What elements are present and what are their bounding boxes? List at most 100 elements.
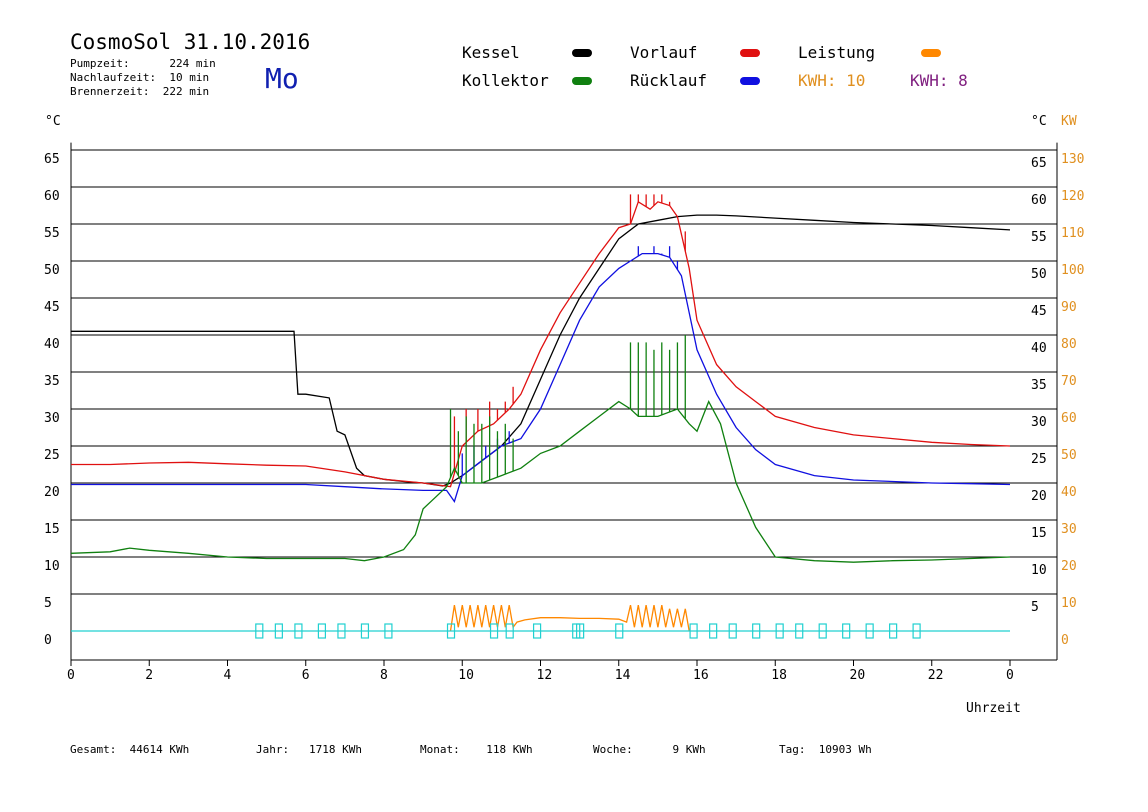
- y-tick-right-kw: 0: [1061, 633, 1069, 648]
- pump-marker: [889, 623, 898, 639]
- pump-marker: [384, 623, 393, 639]
- x-tick-label: 8: [380, 668, 388, 683]
- legend-swatch-kollektor: [572, 77, 592, 85]
- y-tick-right-c: 45: [1031, 304, 1047, 319]
- footer-gesamt: Gesamt: 44614 KWh: [70, 743, 190, 756]
- pump-marker: [255, 623, 264, 639]
- legend-label-vorlauf: Vorlauf: [630, 43, 698, 62]
- y-tick-right-kw: 60: [1061, 411, 1077, 426]
- y-tick-left: 45: [44, 300, 60, 315]
- y-tick-left: 40: [44, 337, 60, 352]
- legend-swatch-vorlauf: [740, 49, 760, 57]
- series-line-rcklauf: [71, 252, 1011, 503]
- info-brennerzeit: Brennerzeit: 222 min: [70, 85, 210, 98]
- y-tick-right-kw: 70: [1061, 374, 1077, 389]
- series-line-vorlauf: [71, 200, 1011, 488]
- legend-label-kessel: Kessel: [462, 43, 520, 62]
- x-tick-label: 20: [850, 668, 866, 683]
- pump-marker: [360, 623, 370, 639]
- series-line-kollektor: [70, 400, 1011, 563]
- series-line-leistung: [449, 604, 690, 632]
- y-tick-right-kw: 90: [1061, 300, 1077, 315]
- y-tick-right-c: 30: [1031, 415, 1047, 430]
- legend-label-kollektor: Kollektor: [462, 71, 549, 90]
- pump-marker: [446, 623, 456, 639]
- pump-marker: [912, 623, 921, 639]
- y-tick-right-kw: 110: [1061, 226, 1084, 241]
- pump-marker: [865, 623, 874, 639]
- y-tick-right-c: 40: [1031, 341, 1047, 356]
- x-tick-label: 22: [928, 668, 944, 683]
- y-tick-right-c: 10: [1031, 563, 1047, 578]
- x-tick-label: 0: [1006, 668, 1014, 683]
- y-tick-left: 55: [44, 226, 60, 241]
- y-tick-right-c: 65: [1031, 156, 1047, 171]
- pump-marker: [689, 623, 698, 639]
- x-tick-label: 18: [771, 668, 787, 683]
- y-tick-right-kw: 50: [1061, 448, 1077, 463]
- legend-swatch-ruecklauf: [740, 77, 760, 85]
- y-tick-right-kw: 120: [1061, 189, 1084, 204]
- y-tick-right-kw: 40: [1061, 485, 1077, 500]
- footer-monat: Monat: 118 KWh: [420, 743, 533, 756]
- x-tick-label: 12: [537, 668, 553, 683]
- x-tick-label: 6: [302, 668, 310, 683]
- y-tick-left: 35: [44, 374, 60, 389]
- y-tick-right-c: 25: [1031, 452, 1047, 467]
- y-tick-left: 50: [44, 263, 60, 278]
- y-tick-left: 15: [44, 522, 60, 537]
- y-tick-right-c: 55: [1031, 230, 1047, 245]
- pump-marker: [818, 623, 827, 639]
- pump-marker: [317, 623, 326, 639]
- y-tick-right-c: 15: [1031, 526, 1047, 541]
- pump-marker: [752, 623, 761, 639]
- chart-title: CosmoSol 31.10.2016: [70, 30, 311, 54]
- y-tick-right-kw: 80: [1061, 337, 1077, 352]
- kwh-vorlauf-label: KWH: 10: [798, 71, 866, 90]
- y-tick-right-kw: 20: [1061, 559, 1077, 574]
- x-tick-label: 4: [224, 668, 232, 683]
- x-tick-label: 0: [67, 668, 75, 683]
- pump-marker: [728, 623, 737, 639]
- y-tick-right-kw: 10: [1061, 596, 1077, 611]
- x-tick-label: 2: [145, 668, 153, 683]
- x-tick-label: 16: [693, 668, 709, 683]
- x-tick-label: 10: [458, 668, 474, 683]
- legend-swatch-kessel: [572, 49, 592, 57]
- y-tick-left: 60: [44, 189, 60, 204]
- footer-tag: Tag: 10903 Wh: [779, 743, 872, 756]
- x-axis-label: Uhrzeit: [966, 701, 1021, 716]
- weekday-label: Mo: [265, 62, 299, 95]
- right-axis-unit: °C: [1031, 114, 1047, 129]
- pump-marker: [532, 623, 542, 639]
- y-tick-left: 20: [44, 485, 60, 500]
- y-tick-right-c: 20: [1031, 489, 1047, 504]
- pump-marker: [274, 623, 283, 639]
- legend-swatch-leistung: [921, 49, 941, 57]
- pump-marker: [505, 623, 514, 639]
- pump-marker: [842, 623, 851, 639]
- pump-marker: [709, 623, 718, 639]
- kwh-ruecklauf-label: KWH: 8: [910, 71, 968, 90]
- pump-marker: [337, 623, 346, 639]
- x-tick-label: 14: [615, 668, 631, 683]
- y-tick-right-kw: 30: [1061, 522, 1077, 537]
- y-tick-left: 5: [44, 596, 52, 611]
- y-tick-left: 30: [44, 411, 60, 426]
- y-tick-right-c: 35: [1031, 378, 1047, 393]
- y-tick-left: 10: [44, 559, 60, 574]
- info-pumpzeit: Pumpzeit: 224 min: [70, 57, 216, 70]
- y-tick-right-c: 5: [1031, 600, 1039, 615]
- footer-woche: Woche: 9 KWh: [593, 743, 706, 756]
- pump-marker: [795, 623, 804, 639]
- info-nachlaufzeit: Nachlaufzeit: 10 min: [70, 71, 210, 84]
- y-tick-left: 65: [44, 152, 60, 167]
- y-tick-right-c: 50: [1031, 267, 1047, 282]
- pump-marker: [489, 623, 499, 639]
- y-tick-right-kw: 100: [1061, 263, 1084, 278]
- y-tick-right-c: 60: [1031, 193, 1047, 208]
- pump-marker: [775, 623, 784, 639]
- pump-marker: [294, 623, 303, 639]
- pump-marker: [615, 623, 624, 639]
